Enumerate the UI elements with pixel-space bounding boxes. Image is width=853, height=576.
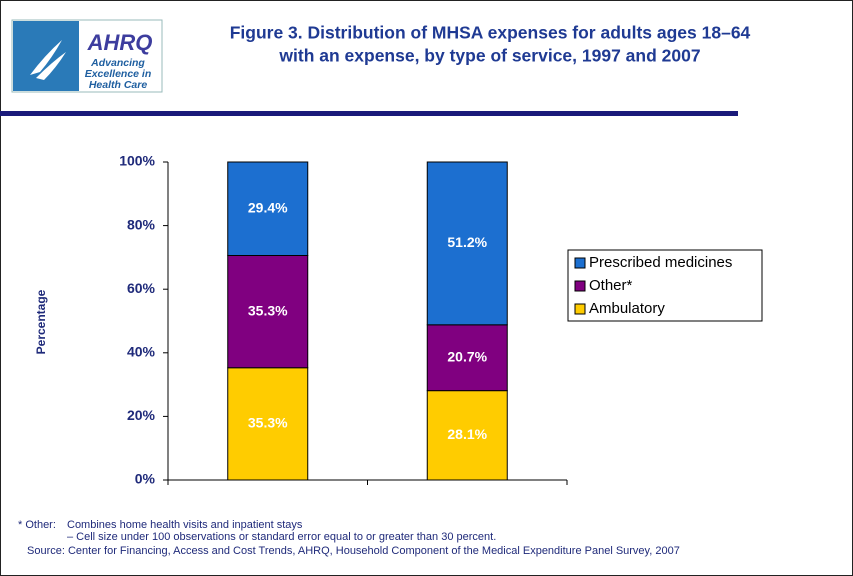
value-label: 28.1% <box>447 426 487 442</box>
footnote: Combines home health visits and inpatien… <box>67 519 303 531</box>
legend-label: Other* <box>589 277 633 294</box>
legend-swatch <box>574 303 586 315</box>
y-tick-label: 0% <box>135 471 156 487</box>
value-label: 35.3% <box>248 415 288 431</box>
y-tick-label: 100% <box>119 153 155 169</box>
bar-segment <box>426 390 508 481</box>
bar-segment <box>426 161 508 326</box>
y-axis-label: Percentage <box>34 289 48 354</box>
y-tick-label: 40% <box>127 344 156 360</box>
value-label: 51.2% <box>447 234 487 250</box>
legend-box <box>567 249 763 322</box>
y-tick-label: 80% <box>127 216 156 232</box>
bar-segment <box>227 254 309 369</box>
y-tick-label: 60% <box>127 280 156 296</box>
chart-title: Figure 3. Distribution of MHSA expenses … <box>230 23 751 43</box>
legend-swatch <box>574 280 586 292</box>
logo-tagline: Advancing <box>90 57 145 69</box>
legend-swatch <box>574 257 586 269</box>
emblem-shape <box>30 40 66 80</box>
legend-label: Prescribed medicines <box>589 254 732 271</box>
bar-segment <box>227 161 309 256</box>
header-rule <box>0 111 738 116</box>
value-label: 29.4% <box>248 199 288 215</box>
logo-brand: AHRQ <box>87 30 153 55</box>
value-label: 35.3% <box>248 302 288 318</box>
logo-tagline: Health Care <box>89 79 148 91</box>
source: Source: Center for Financing, Access and… <box>27 545 680 557</box>
footnote: – Cell size under 100 observations or st… <box>67 531 496 543</box>
footnote: * Other: <box>18 519 56 531</box>
legend-label: Ambulatory <box>589 300 665 317</box>
y-tick-label: 20% <box>127 407 156 423</box>
logo: AHRQ Advancing Excellence in Health Care <box>11 19 163 93</box>
logo-tagline: Excellence in <box>85 68 152 80</box>
chart-title: with an expense, by type of service, 199… <box>278 46 700 66</box>
bar-segment <box>426 324 508 392</box>
value-label: 20.7% <box>447 348 487 364</box>
